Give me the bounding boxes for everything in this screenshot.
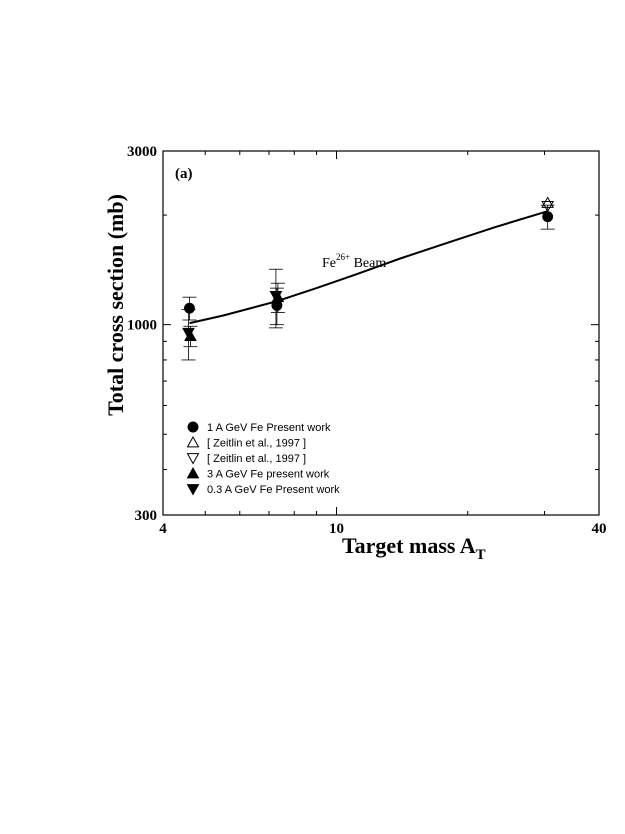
data-point bbox=[269, 290, 283, 303]
x-axis-title-text: Target mass A bbox=[342, 533, 476, 558]
data-point bbox=[184, 302, 195, 314]
legend-label: 3 A GeV Fe present work bbox=[207, 469, 330, 481]
data-point bbox=[541, 196, 555, 208]
x-tick-label: 40 bbox=[592, 521, 607, 537]
fit-line bbox=[189, 210, 548, 325]
y-axis-title: Total cross section (mb) bbox=[103, 194, 128, 416]
y-tick-label: 1000 bbox=[127, 318, 157, 334]
x-axis-title: Target mass AT bbox=[342, 533, 486, 563]
legend-marker bbox=[186, 435, 200, 448]
beam-annotation: Fe26+ Beam bbox=[322, 252, 386, 271]
legend-marker bbox=[186, 466, 200, 479]
fit-line-group bbox=[189, 210, 548, 325]
data-points bbox=[181, 196, 555, 361]
legend-label: [ Zeitlin et al., 1997 ] bbox=[207, 453, 306, 465]
plot-frame bbox=[162, 150, 600, 516]
data-point bbox=[541, 200, 555, 213]
legend-label: 0.3 A GeV Fe Present work bbox=[207, 484, 340, 496]
x-axis-title-subscript: T bbox=[476, 547, 486, 563]
legend: 1 A GeV Fe Present work [ Zeitlin et al.,… bbox=[186, 421, 340, 496]
data-point bbox=[542, 211, 554, 223]
legend-marker bbox=[186, 484, 200, 496]
beam-annotation-superscript: 26+ bbox=[336, 252, 350, 262]
x-tick-label: 10 bbox=[329, 521, 344, 537]
panel-label: (a) bbox=[175, 166, 193, 182]
x-tick-label: 4 bbox=[159, 521, 167, 537]
legend-marker bbox=[186, 453, 200, 465]
axis-ticks bbox=[162, 151, 600, 515]
legend-label: [ Zeitlin et al., 1997 ] bbox=[207, 438, 306, 450]
y-tick-label: 300 bbox=[135, 508, 158, 524]
data-point bbox=[182, 327, 195, 340]
beam-annotation-text: Fe bbox=[322, 256, 336, 271]
legend-marker bbox=[187, 421, 199, 433]
beam-annotation-suffix: Beam bbox=[350, 256, 386, 271]
tick-labels: 4 10 40 300 1000 3000 bbox=[127, 144, 607, 537]
legend-label: 1 A GeV Fe Present work bbox=[207, 422, 331, 434]
y-tick-label: 3000 bbox=[127, 144, 157, 160]
